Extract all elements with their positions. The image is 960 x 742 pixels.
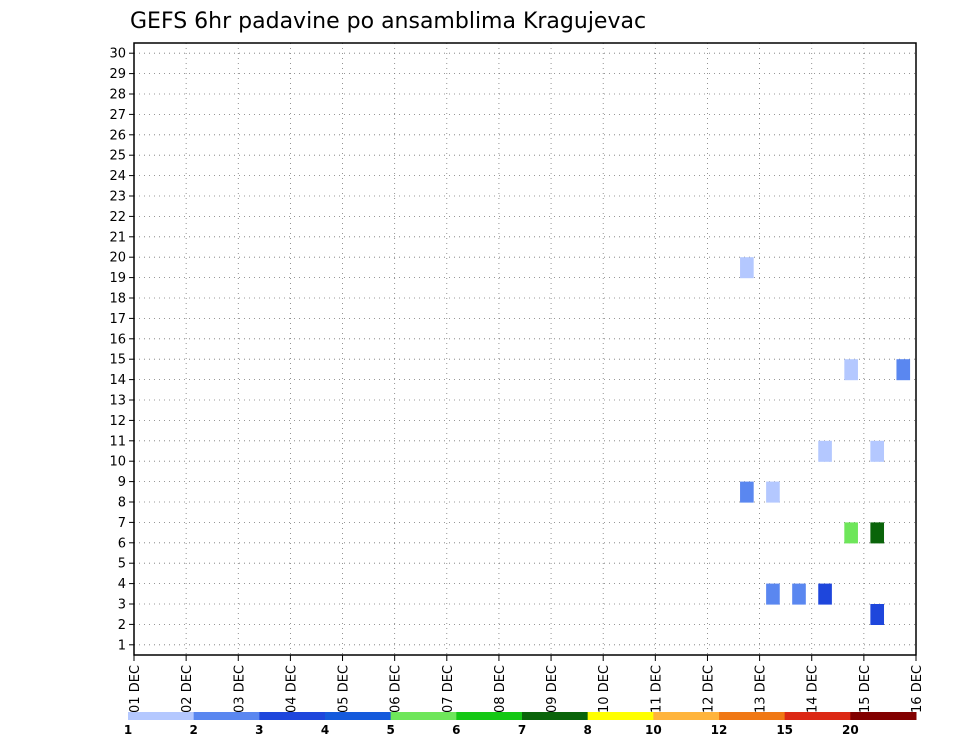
heatmap-cell [870,604,885,625]
y-tick-label: 12 [109,414,126,429]
colorbar-swatch [325,712,392,720]
colorbar-label: 15 [776,723,793,737]
y-tick-label: 24 [109,169,126,184]
x-tick-label: 08 DEC [493,665,508,713]
colorbar-swatch [850,712,917,720]
plot-frame [133,42,917,656]
x-tick-label: 13 DEC [754,665,769,713]
x-tick-label: 01 DEC [128,665,143,713]
axis-ticks: 1234567891011121314151617181920212223242… [109,47,925,713]
y-tick-label: 15 [109,353,126,368]
y-tick-label: 6 [118,536,126,551]
colorbar-label: 6 [452,723,460,737]
colorbar-swatch [719,712,786,720]
y-tick-label: 14 [109,373,126,388]
colorbar-swatch [522,712,589,720]
x-tick-label: 09 DEC [545,665,560,713]
x-tick-label: 03 DEC [232,665,247,713]
x-tick-label: 15 DEC [858,665,873,713]
colorbar-swatch [784,712,851,720]
y-tick-label: 21 [109,230,126,245]
x-tick-label: 10 DEC [597,665,612,713]
heatmap-cell [818,583,832,605]
heatmap-cell [740,257,754,279]
heatmap-cell [844,359,858,381]
x-tick-label: 02 DEC [180,665,195,713]
heatmap-cell [870,522,885,544]
colorbar-swatch [193,712,260,720]
y-tick-label: 3 [118,598,126,613]
heatmap-cells [740,257,911,625]
x-tick-label: 06 DEC [389,665,404,713]
y-tick-label: 13 [109,394,126,409]
colorbar-label: 7 [518,723,526,737]
y-tick-label: 4 [118,577,126,592]
chart-title: GEFS 6hr padavine po ansamblima Kragujev… [130,9,646,34]
y-tick-label: 10 [109,455,126,470]
colorbar-label: 12 [711,723,728,737]
heatmap-cell [740,481,754,503]
colorbar-swatch [587,712,654,720]
colorbar-label: 2 [189,723,197,737]
y-tick-label: 20 [109,251,126,266]
x-tick-label: 04 DEC [284,665,299,713]
y-tick-label: 9 [118,475,126,490]
y-tick-label: 27 [109,108,126,123]
y-tick-label: 23 [109,190,126,205]
x-tick-label: 14 DEC [806,665,821,713]
y-tick-label: 29 [109,67,126,82]
colorbar-swatch [259,712,326,720]
y-tick-label: 17 [109,312,126,327]
y-tick-label: 30 [109,47,126,62]
y-tick-label: 1 [118,638,126,653]
x-tick-label: 12 DEC [701,665,716,713]
colorbar-label: 20 [842,723,859,737]
y-tick-label: 19 [109,271,126,286]
colorbar-label: 4 [321,723,329,737]
x-tick-label: 11 DEC [649,665,664,713]
heatmap-cell [766,583,780,605]
colorbar-swatch [653,712,720,720]
heatmap-cell [870,440,885,462]
y-tick-label: 18 [109,292,126,307]
colorbar-label: 3 [255,723,263,737]
y-tick-label: 25 [109,149,126,164]
colorbar-swatch [390,712,457,720]
colorbar-label: 10 [645,723,662,737]
gridlines [134,43,916,655]
colorbar: 1 2 3 4 5 6 7 8 10 12 15 20 [124,712,917,737]
heatmap-cell [844,522,858,544]
x-tick-label: 05 DEC [337,665,352,713]
y-tick-label: 28 [109,88,126,103]
y-tick-label: 11 [109,434,126,449]
heatmap-cell [792,583,806,605]
x-tick-label: 16 DEC [910,665,925,713]
y-tick-label: 2 [118,618,126,633]
heatmap-cell [818,440,832,462]
heatmap-cell [766,481,780,503]
colorbar-swatch [128,712,195,720]
y-tick-label: 26 [109,128,126,143]
colorbar-label: 1 [124,723,132,737]
colorbar-label: 8 [583,723,591,737]
y-tick-label: 16 [109,332,126,347]
y-tick-label: 7 [118,516,126,531]
y-tick-label: 22 [109,210,126,225]
x-tick-label: 07 DEC [441,665,456,713]
y-tick-label: 5 [118,557,126,572]
colorbar-label: 5 [386,723,394,737]
y-tick-label: 8 [118,496,126,511]
heatmap-cell [896,359,911,381]
colorbar-swatch [456,712,523,720]
